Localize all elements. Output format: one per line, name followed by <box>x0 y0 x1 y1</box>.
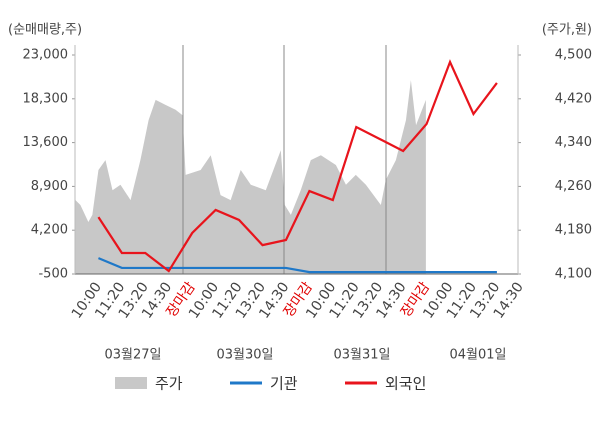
y2-tick-label: 4,420 <box>555 91 592 106</box>
y2-tick-label: 4,500 <box>555 48 592 63</box>
day-label: 03월27일 <box>104 348 161 363</box>
price-area <box>75 80 426 274</box>
day-label: 03월31일 <box>333 348 390 363</box>
y2-axis-label: (주가,원) <box>542 23 592 38</box>
y-axis-label: (순매매량,주) <box>8 23 82 38</box>
y-tick-label: 4,200 <box>31 223 68 238</box>
y-tick-label: 8,900 <box>31 179 68 194</box>
y2-tick-label: 4,180 <box>555 223 592 238</box>
legend-swatch <box>115 377 147 389</box>
y-tick-label: 23,000 <box>23 48 69 63</box>
legend-label: 외국인 <box>385 375 426 393</box>
y2-tick-label: 4,260 <box>555 179 592 194</box>
y-tick-label: -500 <box>38 267 68 282</box>
y-tick-label: 13,600 <box>23 135 69 150</box>
day-label: 03월30일 <box>216 348 273 363</box>
day-label: 04월01일 <box>449 348 506 363</box>
legend-label: 기관 <box>270 375 298 393</box>
y2-tick-label: 4,100 <box>555 267 592 282</box>
legend-label: 주가 <box>155 375 183 393</box>
legend: 주가 기관 외국인 <box>115 375 426 393</box>
y-tick-label: 18,300 <box>23 91 69 106</box>
series-line <box>97 59 498 273</box>
y2-tick-label: 4,340 <box>555 135 592 150</box>
